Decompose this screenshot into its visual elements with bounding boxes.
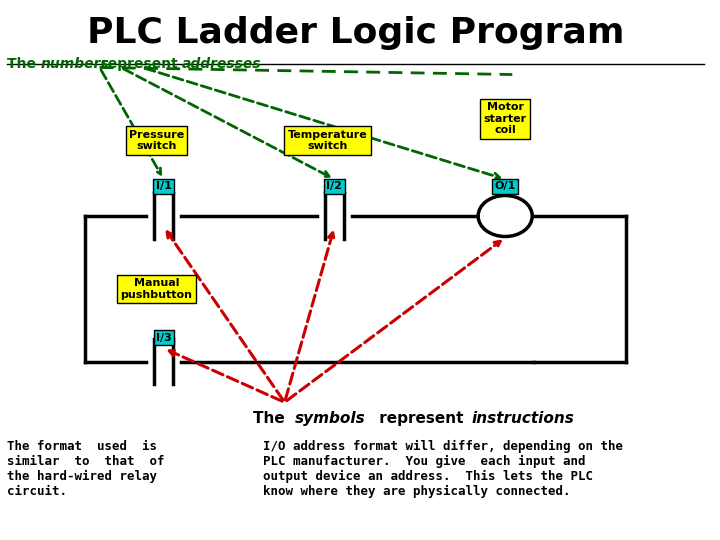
Text: Motor
starter
coil: Motor starter coil <box>484 102 527 136</box>
Text: represent: represent <box>374 411 468 426</box>
Text: instructions: instructions <box>471 411 574 426</box>
Text: represent: represent <box>96 57 183 71</box>
Text: The: The <box>7 57 41 71</box>
Text: Temperature
switch: Temperature switch <box>287 130 367 151</box>
Text: symbols: symbols <box>295 411 366 426</box>
Text: Manual
pushbutton: Manual pushbutton <box>120 278 192 300</box>
Text: numbers: numbers <box>40 57 109 71</box>
Text: O/1: O/1 <box>495 181 516 191</box>
Text: I/1: I/1 <box>156 181 171 191</box>
Text: addresses: addresses <box>181 57 261 71</box>
Text: The: The <box>253 411 289 426</box>
Text: PLC Ladder Logic Program: PLC Ladder Logic Program <box>87 16 624 50</box>
Text: The format  used  is
similar  to  that  of
the hard-wired relay
circuit.: The format used is similar to that of th… <box>7 440 165 498</box>
Text: I/O address format will differ, depending on the
PLC manufacturer.  You give  ea: I/O address format will differ, dependin… <box>264 440 624 498</box>
Text: I/3: I/3 <box>156 333 171 342</box>
Text: Pressure
switch: Pressure switch <box>129 130 184 151</box>
Text: I/2: I/2 <box>326 181 343 191</box>
